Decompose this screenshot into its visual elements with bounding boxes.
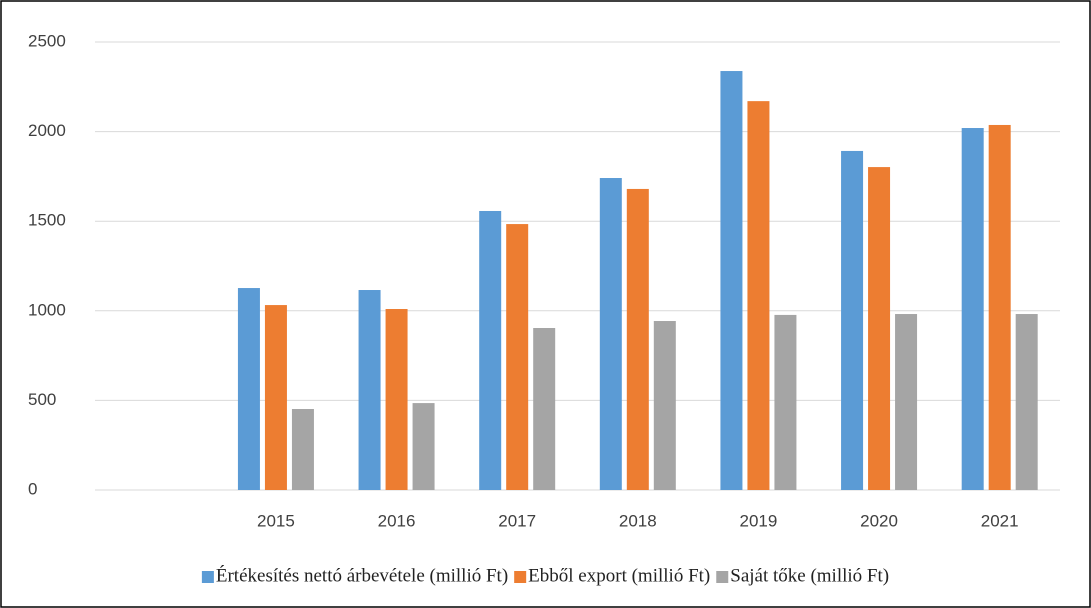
bar [961,128,984,491]
legend-swatch [716,571,729,583]
y-tick-label: 2000 [28,121,66,140]
x-tick-label: 2017 [498,511,536,530]
bar [412,403,435,490]
bar [988,124,1011,490]
x-tick-label: 2021 [981,511,1019,530]
y-tick-label: 1000 [28,300,66,319]
bar [895,314,918,490]
bar [841,150,864,490]
bar [774,314,797,490]
legend-label: Értékesítés nettó árbevétele (millió Ft) [216,564,508,586]
bar [237,288,260,490]
bar [626,188,649,490]
x-tick-label: 2018 [619,511,657,530]
bar [1015,314,1038,490]
bar [479,210,502,490]
x-tick-label: 2016 [378,511,416,530]
y-tick-label: 500 [28,390,56,409]
bar [385,309,408,490]
y-tick-label: 0 [28,479,37,498]
x-tick-label: 2019 [740,511,778,530]
bar [868,167,891,490]
bar [533,328,556,490]
bar [506,224,529,490]
y-tick-label: 1500 [28,211,66,230]
bar [747,101,770,491]
legend-label: Saját tőke (millió Ft) [730,565,889,586]
x-tick-label: 2015 [257,511,295,530]
bar [720,71,743,491]
legend-swatch [201,571,214,583]
bar [599,178,622,490]
bar [358,290,381,490]
bar [653,321,676,490]
legend-label: Ebből export (millió Ft) [528,565,710,586]
legend-swatch [514,571,527,583]
bar [264,305,287,490]
x-tick-label: 2020 [860,511,898,530]
bar [291,409,314,490]
y-tick-label: 2500 [28,31,66,50]
